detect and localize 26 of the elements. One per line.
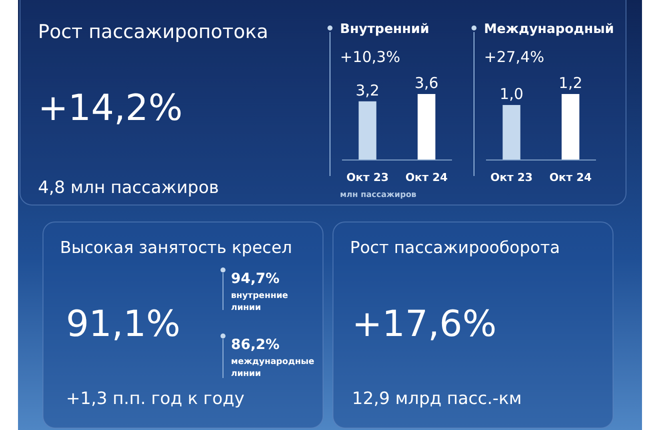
text: 91,1%: [66, 304, 180, 345]
chart-title: Внутренний: [340, 22, 430, 37]
text: +14,2%: [38, 88, 183, 129]
x-tick-label: Окт 24: [405, 171, 448, 184]
x-tick-label: Окт 24: [549, 171, 592, 184]
data-label: 1,0: [500, 85, 524, 103]
text: Рост пассажирооборота: [350, 238, 560, 257]
text: Высокая занятость кресел: [60, 238, 292, 257]
chart-subtitle: +10,3%: [340, 48, 400, 66]
text: +17,6%: [352, 304, 497, 345]
text: 94,7%: [231, 271, 280, 287]
chart-title: Международный: [484, 22, 614, 37]
x-tick-label: Окт 23: [490, 171, 533, 184]
text: международные линии: [231, 357, 315, 379]
data-label: 3,2: [356, 81, 380, 100]
text: Рост пассажиропотока: [38, 21, 268, 43]
text: +1,3 п.п. год к году: [66, 389, 244, 409]
text: внутренние линии: [231, 291, 288, 313]
text: 4,8 млн пассажиров: [38, 178, 219, 198]
text: 12,9 млрд пасс.-км: [352, 389, 522, 409]
text: млн пассажиров: [340, 190, 416, 199]
text: 86,2%: [231, 337, 280, 353]
data-label: 3,6: [414, 74, 438, 92]
chart-subtitle: +27,4%: [484, 48, 544, 66]
data-label: 1,2: [558, 74, 582, 92]
x-tick-label: Окт 23: [346, 171, 389, 184]
